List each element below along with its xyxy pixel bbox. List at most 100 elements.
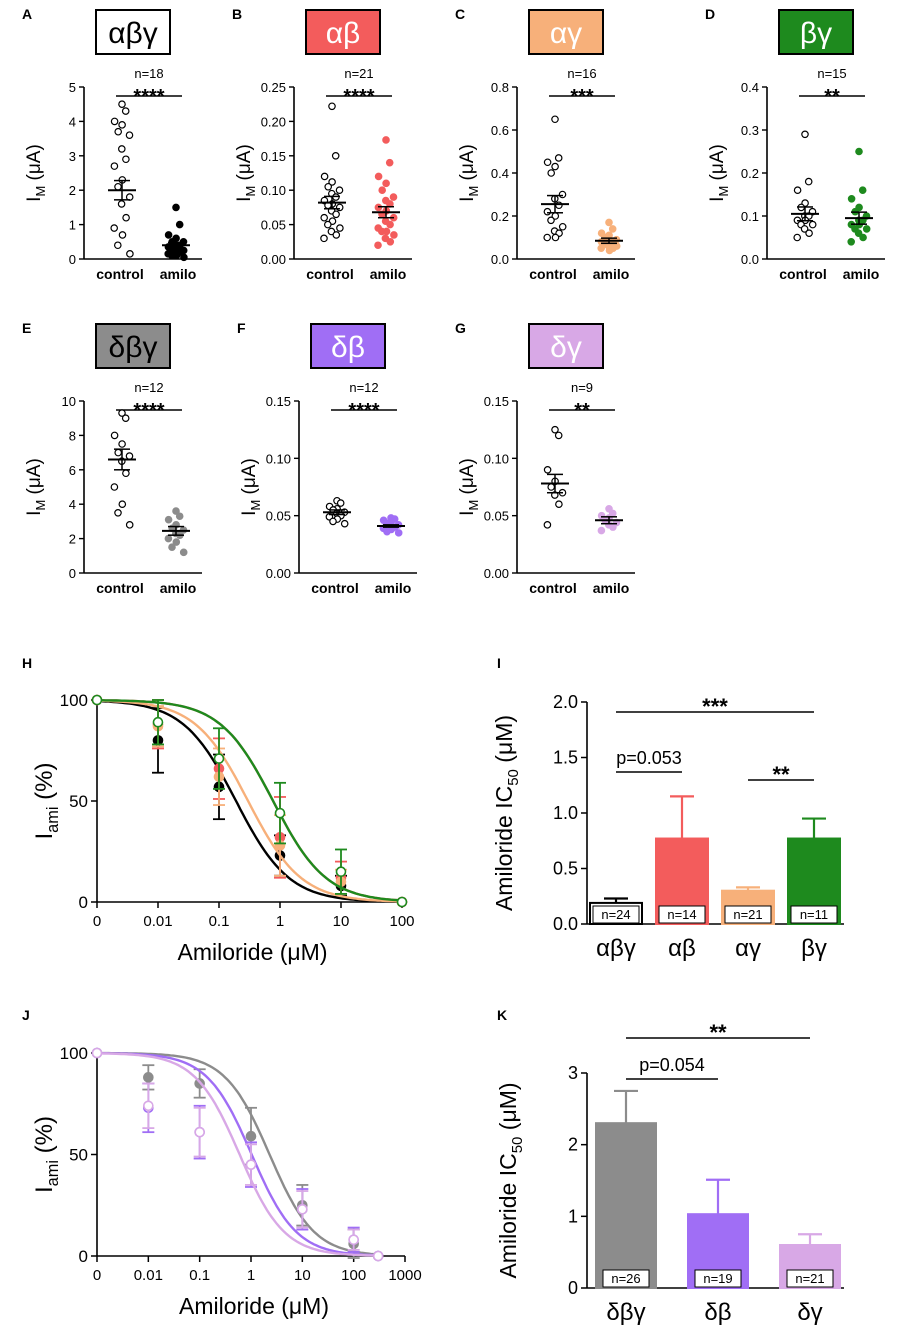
y-tick-label: 0.10 (261, 183, 286, 198)
data-point-control (114, 127, 123, 136)
data-point-amilo (609, 523, 617, 531)
n-label: n=18 (134, 66, 163, 81)
y-tick-label: 0.15 (484, 394, 509, 409)
data-point-control (121, 414, 130, 423)
data-point-amilo (374, 241, 382, 250)
data-point-δβγ (245, 1130, 257, 1142)
y-tick-label: 8 (69, 428, 76, 443)
y-tick-label: 0.05 (266, 509, 291, 524)
data-point-control (808, 220, 817, 229)
n-label: n=26 (611, 1271, 640, 1286)
x-tick-label-amilo: amilo (160, 266, 197, 282)
comparison-label: *** (702, 694, 728, 719)
panel-letter: F (237, 320, 246, 336)
data-point-amilo (862, 225, 871, 233)
data-point-control (110, 483, 119, 491)
data-point-control (555, 201, 563, 210)
y-axis-label: IM (μA) (239, 458, 263, 516)
x-tick-label-control: control (529, 580, 576, 596)
x-tick-label: 1000 (388, 1267, 421, 1284)
fit-curve-αβ (95, 699, 403, 902)
y-tick-label: 4 (69, 114, 76, 129)
data-point-amilo (175, 512, 184, 521)
panel-C: Cαγ 0.0 0.2 0.4 0.6 0.8 control amilo n=16 *** (455, 6, 635, 282)
data-point-control (323, 220, 332, 229)
x-tick-label: 1 (276, 913, 284, 930)
data-point-control (329, 517, 337, 526)
y-axis-label: Amiloride IC50 (μM) (491, 715, 522, 911)
data-point-control (331, 152, 340, 160)
data-point-control (558, 222, 567, 231)
y-tick-label: 0.25 (261, 80, 286, 95)
y-axis-label: IM (μA) (457, 458, 481, 516)
y-tick-label: 0.15 (266, 394, 291, 409)
x-tick-label-control: control (311, 580, 358, 596)
data-point-control (114, 182, 122, 191)
x-tick-label: αγ (735, 935, 761, 962)
y-tick-label: 0.4 (491, 166, 509, 181)
x-tick-label-control: control (306, 266, 353, 282)
data-point-amilo (383, 527, 391, 536)
n-label: n=12 (134, 380, 163, 395)
data-point-amilo (172, 203, 180, 212)
data-point-control (122, 155, 130, 164)
panel-letter: I (497, 655, 501, 671)
construct-title-box (95, 9, 171, 55)
data-point-control (340, 519, 349, 528)
data-point-control (125, 521, 134, 529)
construct-title-box (305, 9, 381, 55)
n-label: n=11 (800, 907, 828, 922)
data-point-control (805, 229, 813, 238)
n-label: n=12 (349, 380, 378, 395)
x-tick-label: 0.01 (143, 913, 172, 930)
y-tick-label: 0.1 (741, 209, 759, 224)
n-label: n=15 (817, 66, 846, 81)
y-tick-label: 0.20 (261, 114, 286, 129)
data-point-δγ (91, 1047, 103, 1059)
data-point-amilo (168, 543, 176, 552)
data-point-βγ (152, 716, 164, 728)
y-tick-label: 0.5 (553, 859, 578, 879)
construct-title: αβ (326, 17, 361, 50)
construct-title: δβ (331, 331, 365, 364)
construct-title-box (528, 323, 604, 369)
x-tick-label-amilo: amilo (593, 266, 630, 282)
construct-title-box (95, 323, 171, 369)
data-point-control (551, 233, 560, 242)
significance-stars: ** (574, 400, 590, 422)
data-point-control (118, 440, 126, 448)
data-point-control (320, 213, 329, 222)
y-tick-label: 0.10 (484, 451, 509, 466)
data-point-control (110, 162, 119, 170)
y-tick-label: 0.05 (261, 218, 286, 233)
y-axis-label: IM (μA) (457, 144, 481, 202)
panel-G: Gδγ 0.00 0.05 0.10 0.15 control amilo n=9 ** (455, 320, 635, 596)
y-tick-label: 0.00 (266, 566, 291, 581)
y-tick-label: 0.2 (741, 166, 759, 181)
y-axis-label: IM (μA) (24, 458, 48, 516)
panel-K: K 0 1 2 3 Amiloride IC50 (μM) n=26 δβγ n=19 δβ n=2… (495, 1007, 844, 1326)
construct-title: δβγ (109, 331, 158, 364)
n-label-box (658, 905, 706, 924)
panel-letter: A (22, 6, 32, 22)
data-point-amilo (378, 186, 387, 195)
data-point-amilo (855, 147, 863, 156)
n-label-box (786, 1269, 834, 1288)
y-tick-label: 3 (568, 1063, 578, 1083)
data-point-control (114, 508, 122, 517)
y-axis-label: IM (μA) (24, 144, 48, 202)
data-point-control (543, 207, 552, 216)
data-point-amilo (385, 158, 394, 167)
data-point-βγ (274, 807, 286, 819)
data-point-amilo (386, 238, 395, 246)
panel-H: H 0 50 100 0 0.01 0.1 1 10 100 Amiloride (μM) (22, 655, 415, 965)
data-point-control (118, 121, 126, 129)
construct-title: αγ (550, 17, 582, 50)
y-tick-label: 10 (62, 394, 76, 409)
y-tick-label: 0.10 (266, 451, 291, 466)
data-point-control (547, 216, 555, 225)
data-point-control (551, 425, 559, 434)
bar-δβγ (595, 1122, 657, 1289)
